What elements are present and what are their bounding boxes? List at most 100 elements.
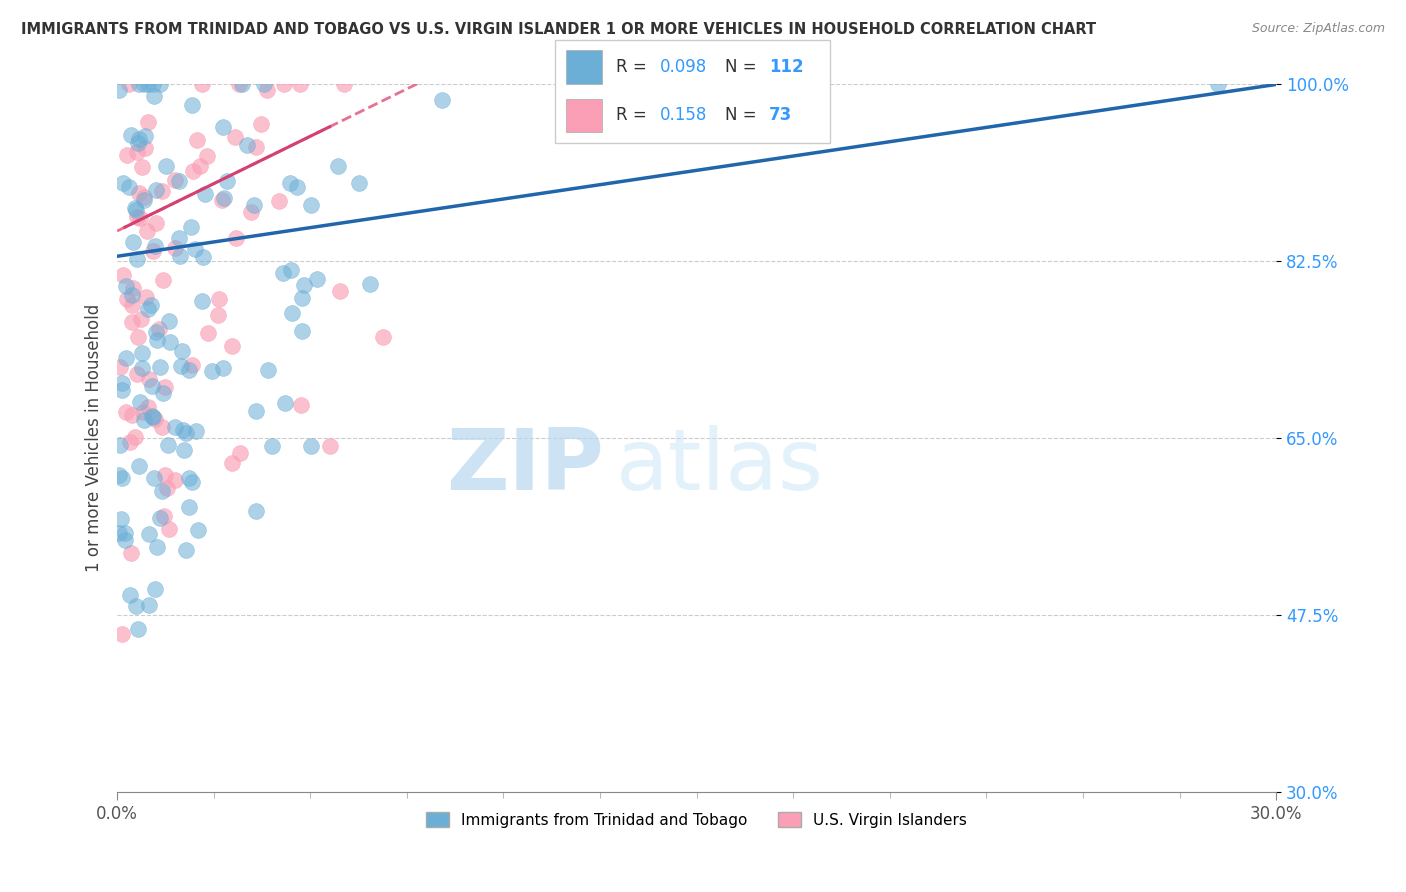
Bar [567, 99, 602, 132]
Point [250, 117, 273, 131]
Point [212, 360, 235, 375]
Point [136, 114, 159, 128]
Point [221, 339, 243, 353]
Point [157, 314, 180, 328]
Point [121, 281, 143, 295]
Text: Source: ZipAtlas.com: Source: ZipAtlas.com [1251, 22, 1385, 36]
Point [124, 429, 146, 443]
Point [135, 224, 157, 238]
Point [114, 351, 136, 365]
Point [329, 284, 352, 298]
Point [290, 398, 312, 412]
Point [271, 266, 294, 280]
FancyBboxPatch shape [555, 40, 830, 143]
Point [231, 78, 253, 92]
Point [179, 470, 201, 484]
Point [197, 326, 219, 340]
Point [153, 508, 176, 523]
Point [208, 292, 231, 306]
Legend: Immigrants from Trinidad and Tobago, U.S. Virgin Islanders: Immigrants from Trinidad and Tobago, U.S… [420, 805, 973, 834]
Point [1206, 78, 1229, 92]
Point [225, 231, 247, 245]
Point [359, 277, 381, 292]
Point [136, 400, 159, 414]
Point [121, 235, 143, 249]
Point [118, 78, 141, 92]
Text: ZIP: ZIP [446, 425, 605, 508]
Text: 0.098: 0.098 [659, 58, 707, 76]
Point [177, 363, 200, 377]
Point [155, 159, 177, 173]
Point [118, 434, 141, 449]
Point [145, 183, 167, 197]
Point [138, 527, 160, 541]
Point [169, 249, 191, 263]
Point [129, 311, 152, 326]
Point [110, 471, 132, 485]
Point [187, 523, 209, 537]
Point [143, 412, 166, 426]
Point [131, 346, 153, 360]
Point [132, 78, 155, 92]
Point [170, 343, 193, 358]
Point [114, 533, 136, 547]
Point [143, 582, 166, 596]
Point [152, 272, 174, 286]
Point [139, 298, 162, 312]
Text: R =: R = [616, 58, 652, 76]
Point [305, 272, 328, 286]
Point [299, 198, 322, 212]
Point [211, 193, 233, 207]
Point [128, 459, 150, 474]
Point [134, 141, 156, 155]
Point [108, 468, 131, 483]
Point [188, 159, 211, 173]
Point [239, 204, 262, 219]
Point [195, 149, 218, 163]
Point [111, 268, 134, 282]
Point [157, 522, 180, 536]
Point [141, 379, 163, 393]
Point [131, 161, 153, 175]
Point [131, 361, 153, 376]
Bar [567, 50, 602, 84]
Point [215, 174, 238, 188]
Text: 0.158: 0.158 [659, 106, 707, 124]
Point [328, 159, 350, 173]
Point [229, 445, 252, 459]
Point [280, 306, 302, 320]
Point [138, 599, 160, 613]
Point [291, 324, 314, 338]
Point [183, 163, 205, 178]
Point [194, 186, 217, 201]
Text: N =: N = [725, 106, 762, 124]
Point [108, 525, 131, 540]
Point [228, 78, 250, 92]
Point [262, 439, 284, 453]
Point [134, 129, 156, 144]
Point [110, 512, 132, 526]
Text: R =: R = [616, 106, 652, 124]
Point [127, 330, 149, 344]
Point [120, 588, 142, 602]
Point [181, 475, 204, 490]
Point [287, 179, 309, 194]
Point [174, 425, 197, 440]
Point [184, 424, 207, 438]
Point [191, 250, 214, 264]
Point [221, 456, 243, 470]
Point [111, 627, 134, 641]
Point [125, 599, 148, 613]
Point [186, 133, 208, 147]
Point [212, 191, 235, 205]
Point [181, 358, 204, 372]
Text: 112: 112 [769, 58, 804, 76]
Point [200, 364, 222, 378]
Point [128, 131, 150, 145]
Point [132, 193, 155, 207]
Point [207, 309, 229, 323]
Point [114, 526, 136, 541]
Point [170, 359, 193, 374]
Point [299, 439, 322, 453]
Point [114, 278, 136, 293]
